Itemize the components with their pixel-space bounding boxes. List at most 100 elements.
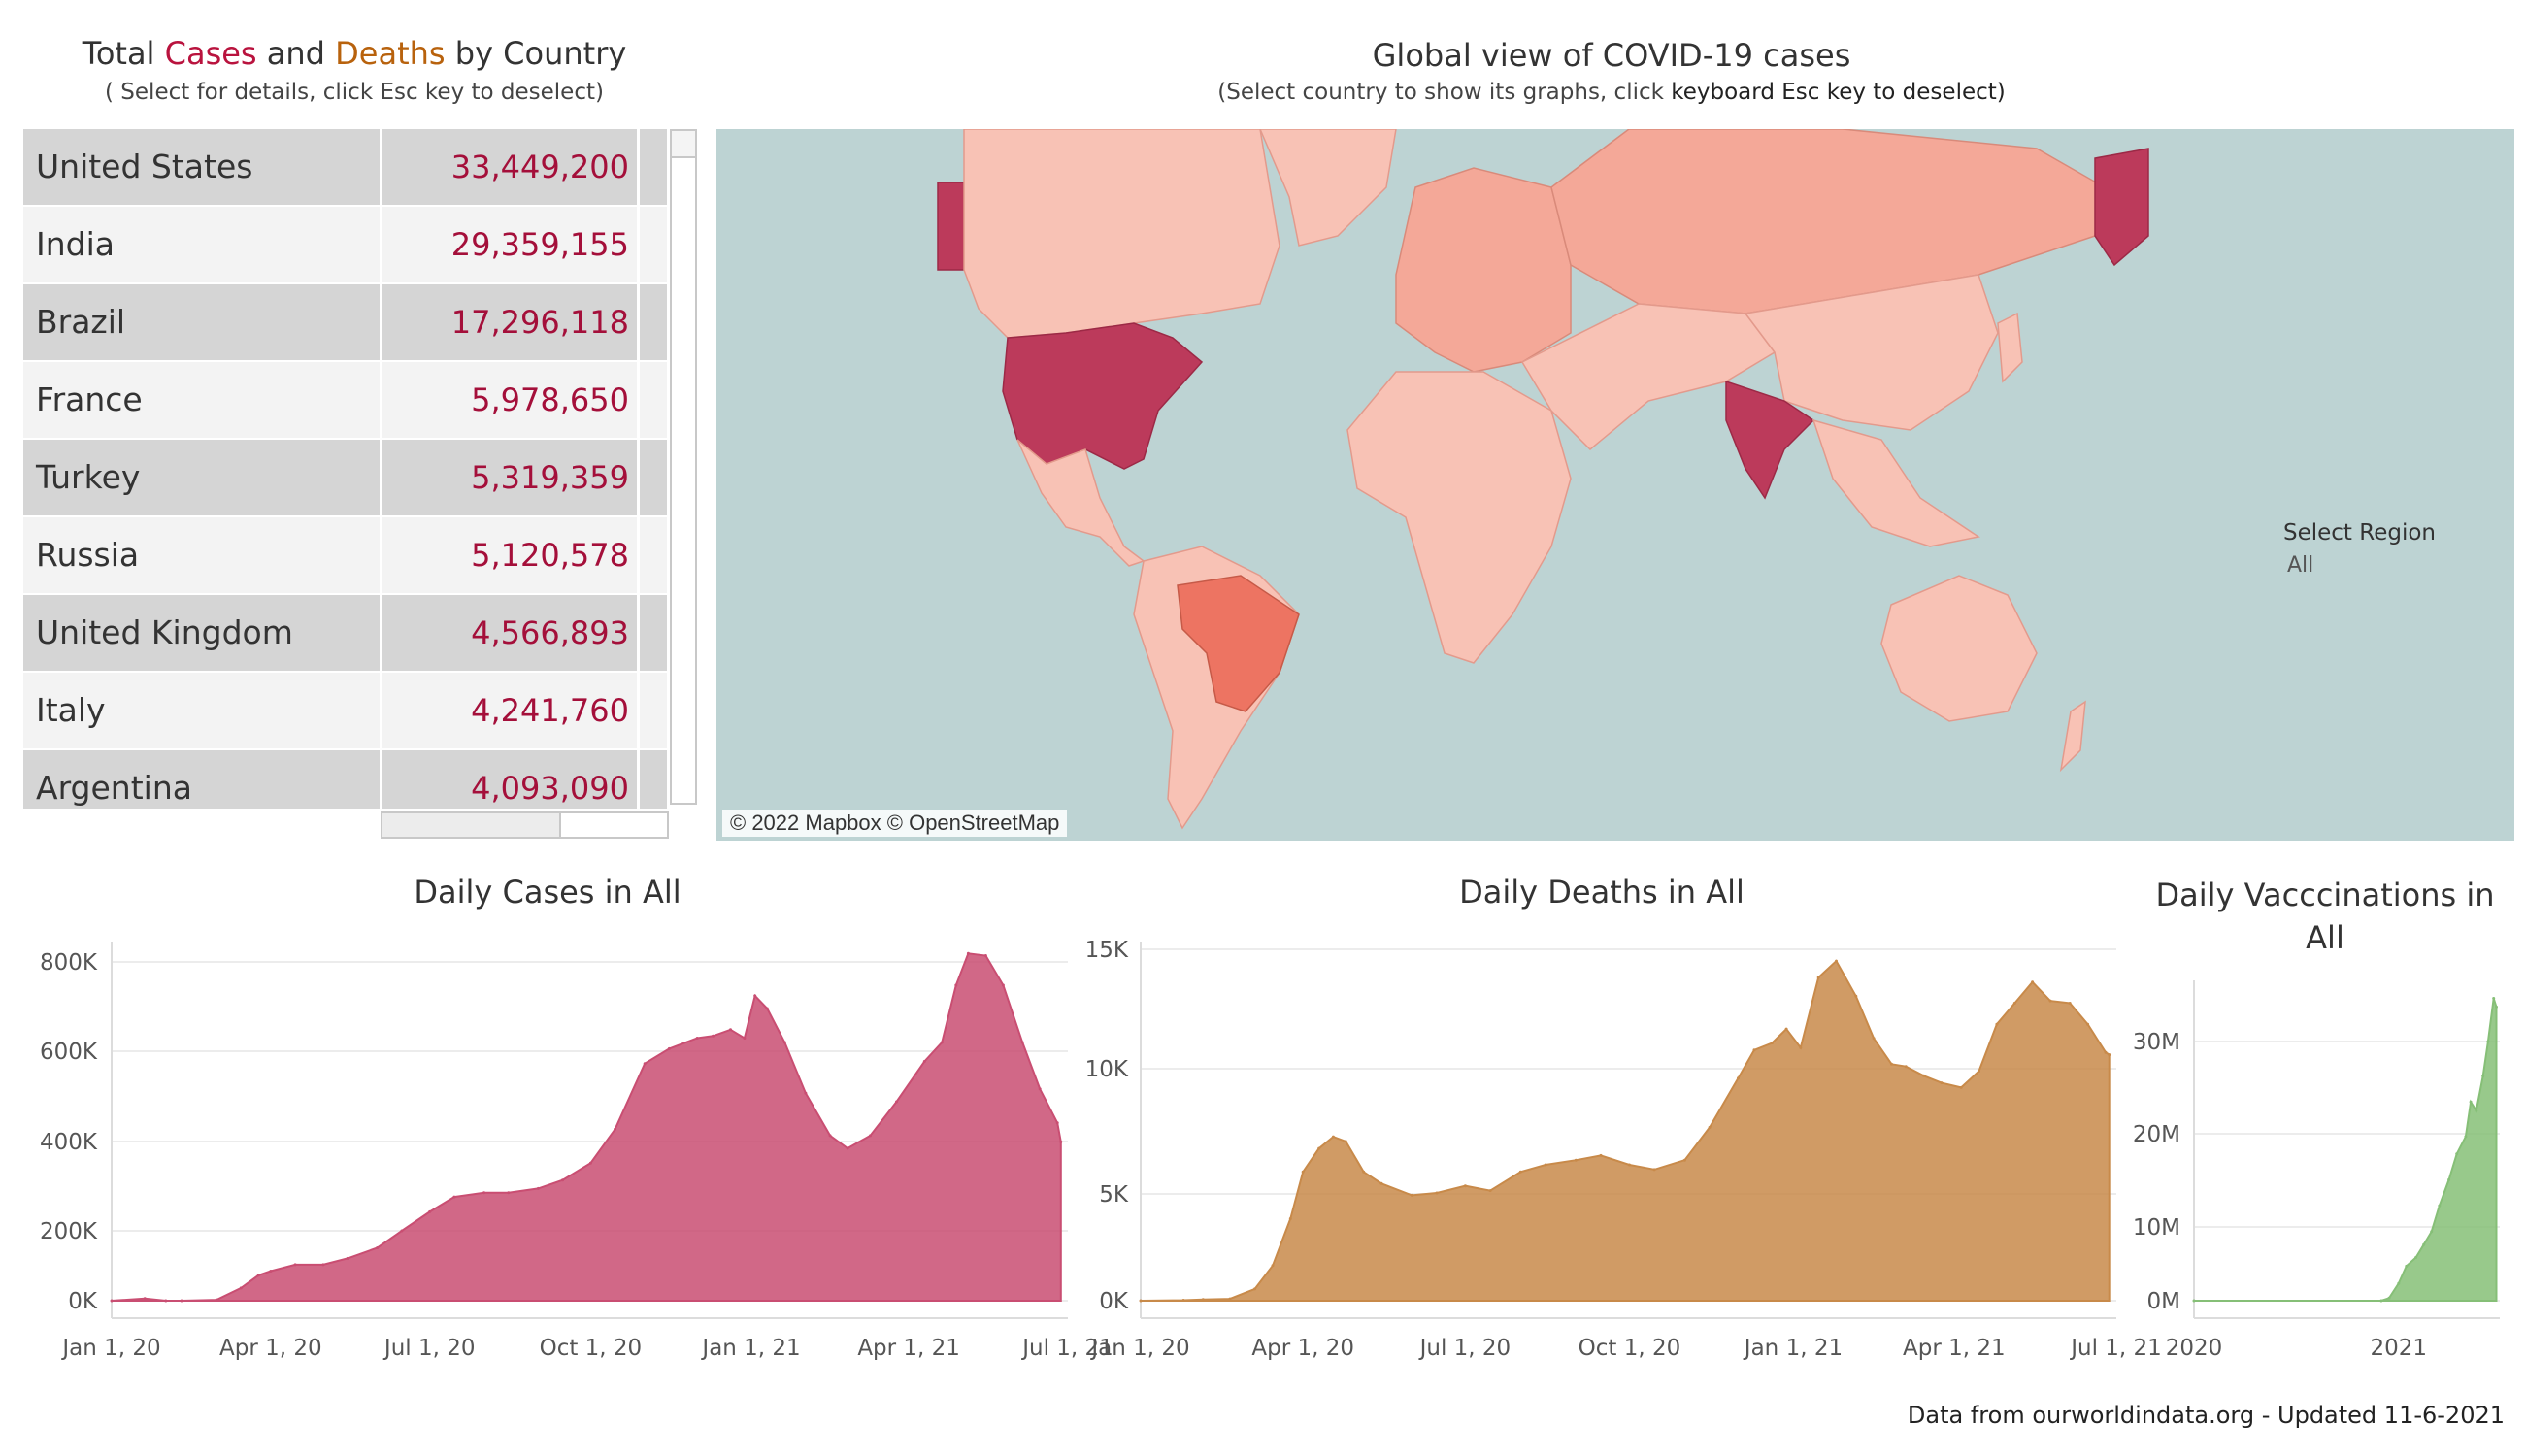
y-tick-label: 400K (40, 1130, 98, 1155)
deaths-data-point (1518, 1170, 1522, 1174)
deaths-data-point (1652, 1168, 1656, 1172)
row-spacer (640, 362, 667, 438)
deaths-data-point (1271, 1264, 1275, 1268)
cases-data-point (1038, 1087, 1042, 1091)
vacc-data-point (2438, 1204, 2442, 1208)
cases-data-point (321, 1263, 325, 1267)
vacc-data-point (2422, 1242, 2426, 1246)
cases-data-point (846, 1146, 849, 1150)
country-name: United Kingdom (23, 595, 380, 671)
y-tick-label: 10K (1085, 1057, 1129, 1082)
x-tick-label: 2021 (2370, 1336, 2427, 1361)
vacc-data-point (2475, 1109, 2478, 1112)
vacc-data-point (2486, 1040, 2490, 1043)
table-row[interactable]: Turkey 5,319,359 (23, 440, 667, 517)
map-region-east-asia (1744, 274, 1999, 431)
cases-data-point (256, 1274, 260, 1277)
cases-data-point (729, 1028, 732, 1032)
table-row[interactable]: India 29,359,155 (23, 207, 667, 284)
select-region-label: Select Region (2283, 520, 2437, 546)
y-tick-label: 0K (68, 1289, 98, 1314)
deaths-data-point (1599, 1153, 1603, 1157)
deaths-data-point (1752, 1048, 1756, 1052)
vacc-data-point (2430, 1230, 2434, 1234)
table-row[interactable]: Russia 5,120,578 (23, 517, 667, 595)
deaths-data-point (1835, 959, 1838, 963)
x-tick-label: Oct 1, 20 (540, 1336, 643, 1361)
cases-data-point (482, 1191, 486, 1195)
table-row[interactable]: Brazil 17,296,118 (23, 284, 667, 362)
vacc-area-series (2194, 998, 2498, 1302)
table-vertical-scrollbar[interactable] (670, 129, 697, 805)
x-tick-label: Jul 1, 21 (1020, 1336, 1113, 1361)
x-tick-label: Jan 1, 20 (60, 1336, 160, 1361)
y-tick-label: 0M (2147, 1289, 2180, 1314)
cases-data-point (452, 1195, 456, 1199)
country-cases: 5,120,578 (382, 517, 637, 593)
deaths-data-point (2108, 1053, 2111, 1057)
map-region-russia (1550, 129, 2106, 314)
table-row[interactable]: United States 33,449,200 (23, 129, 667, 207)
country-cases: 33,449,200 (382, 129, 637, 205)
deaths-data-point (1627, 1163, 1631, 1167)
deaths-data-point (1737, 1076, 1740, 1080)
country-name: Russia (23, 517, 380, 593)
x-tick-label: Apr 1, 20 (219, 1336, 322, 1361)
deaths-data-point (1288, 1217, 1292, 1220)
vacc-data-point (2481, 1075, 2485, 1078)
world-map-svg (937, 129, 2149, 830)
deaths-data-point (1904, 1065, 1908, 1069)
cases-data-point (215, 1298, 218, 1302)
cases-data-point (922, 1060, 926, 1063)
deaths-data-point (1922, 1074, 1926, 1077)
deaths-data-point (1682, 1158, 1686, 1162)
cases-data-point (428, 1209, 432, 1213)
world-map[interactable] (716, 129, 2514, 841)
cases-data-point (376, 1246, 380, 1249)
vacc-data-point (2397, 1281, 2401, 1285)
y-tick-label: 10M (2133, 1215, 2180, 1241)
country-cases: 29,359,155 (382, 207, 637, 282)
deaths-data-point (1435, 1191, 1439, 1195)
country-cases: 4,566,893 (382, 595, 637, 671)
table-title-and: and (256, 35, 336, 72)
select-region-dropdown[interactable]: All (2287, 553, 2314, 578)
country-cases: 4,093,090 (382, 750, 637, 809)
table-row[interactable]: Italy 4,241,760 (23, 673, 667, 750)
map-region-southeast-asia (1811, 418, 1980, 547)
x-tick-label: Jul 1, 20 (1418, 1336, 1512, 1361)
cases-data-point (1001, 983, 1005, 987)
cases-data-point (293, 1263, 297, 1267)
x-tick-label: Apr 1, 21 (1903, 1336, 2006, 1361)
deaths-data-point (1770, 1042, 1774, 1044)
map-region-australia (1880, 575, 2038, 722)
table-horizontal-scroll-thumb[interactable] (382, 813, 561, 837)
cases-data-point (695, 1037, 699, 1040)
map-subtitle: (Select country to show its graphs, clic… (718, 80, 2505, 105)
deaths-data-point (1940, 1081, 1944, 1085)
deaths-data-point (1708, 1125, 1712, 1129)
table-subtitle: ( Select for details, click Esc key to d… (105, 80, 604, 105)
table-vertical-scroll-thumb[interactable] (672, 131, 695, 158)
deaths-data-point (1574, 1158, 1578, 1162)
x-tick-label: Oct 1, 20 (1579, 1336, 1681, 1361)
deaths-data-point (1488, 1189, 1492, 1193)
cases-area-series (111, 952, 1062, 1302)
y-tick-label: 200K (40, 1219, 98, 1244)
table-row[interactable]: France 5,978,650 (23, 362, 667, 440)
table-row[interactable]: Argentina 4,093,090 (23, 750, 667, 809)
map-attribution[interactable]: © 2022 Mapbox © OpenStreetMap (722, 810, 1068, 837)
deaths-data-point (1301, 1170, 1305, 1174)
x-tick-label: Jan 1, 21 (700, 1336, 800, 1361)
vacc-data-point (2405, 1264, 2409, 1268)
deaths-data-point (1872, 1037, 1876, 1041)
map-region-greenland (1259, 129, 1397, 247)
deaths-data-point (2104, 1050, 2108, 1054)
cases-data-point (110, 1299, 114, 1303)
table-row[interactable]: United Kingdom 4,566,893 (23, 595, 667, 673)
deaths-data-point (1463, 1184, 1467, 1188)
cases-data-point (1059, 1140, 1063, 1143)
deaths-data-point (1410, 1193, 1413, 1197)
cases-data-point (180, 1299, 183, 1303)
